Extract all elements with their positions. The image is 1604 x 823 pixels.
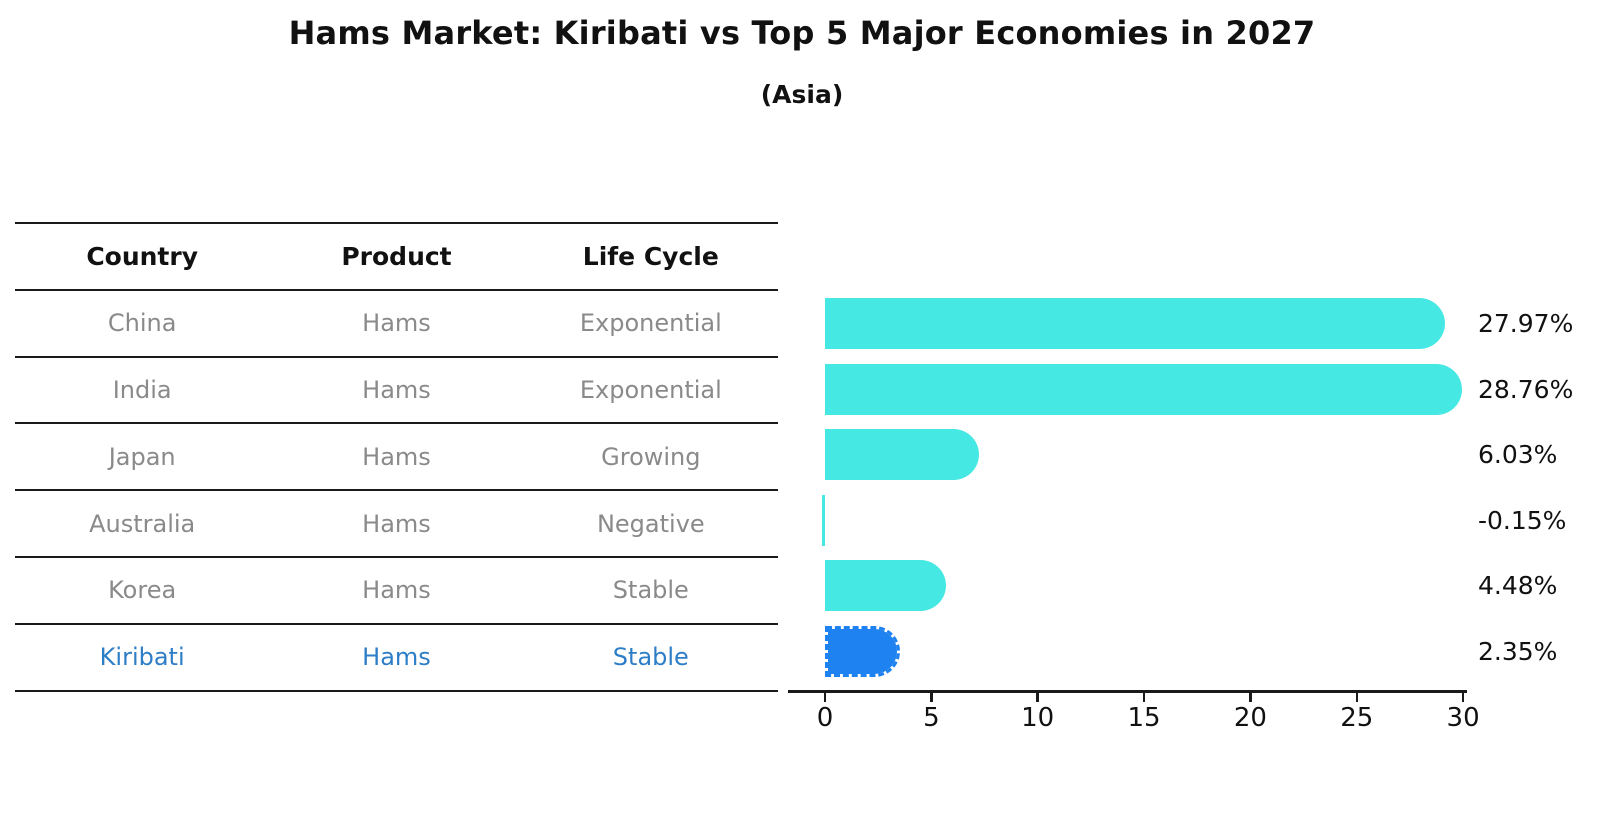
table-row-japan: Japan Hams Growing bbox=[15, 424, 778, 492]
x-axis-tick-5 bbox=[930, 692, 933, 702]
x-axis-tick-label-5: 5 bbox=[923, 703, 940, 733]
x-axis-tick-0 bbox=[823, 692, 827, 702]
x-axis-tick-label-0: 0 bbox=[816, 703, 834, 733]
table-cell-life-cycle: Exponential bbox=[579, 309, 722, 338]
x-axis-line bbox=[788, 690, 1467, 693]
bar-kiribati bbox=[825, 625, 901, 677]
bar-korea bbox=[825, 560, 946, 611]
x-axis-tick-25 bbox=[1355, 692, 1358, 702]
table-cell-life-cycle: Stable bbox=[612, 643, 689, 672]
column-header-life-cycle: Life Cycle bbox=[582, 241, 719, 271]
column-header-country: Country bbox=[86, 241, 199, 271]
bar-china bbox=[825, 298, 1446, 349]
value-label-korea: 4.48% bbox=[1478, 571, 1558, 600]
x-axis-tick-10 bbox=[1036, 692, 1039, 702]
table-cell-product: Hams bbox=[362, 375, 431, 404]
table-row-kiribati: Kiribati Hams Stable bbox=[15, 625, 778, 692]
table-cell-country: India bbox=[112, 375, 172, 404]
table-cell-country: Australia bbox=[89, 509, 196, 538]
bar-japan bbox=[825, 429, 979, 480]
x-axis-tick-label-30: 30 bbox=[1446, 703, 1480, 733]
x-axis-tick-20 bbox=[1249, 692, 1252, 702]
x-axis-tick-15 bbox=[1142, 692, 1146, 702]
bar-australia bbox=[821, 494, 825, 546]
chart-subtitle: (Asia) bbox=[760, 80, 844, 109]
table-cell-country: Korea bbox=[108, 576, 177, 605]
bar-india bbox=[825, 363, 1463, 415]
value-label-kiribati: 2.35% bbox=[1478, 636, 1558, 666]
table-row-australia: Australia Hams Negative bbox=[15, 491, 778, 558]
x-axis-tick-30 bbox=[1461, 692, 1465, 702]
table-cell-product: Hams bbox=[362, 576, 431, 605]
table-cell-country: Japan bbox=[108, 442, 176, 471]
value-label-australia: -0.15% bbox=[1478, 505, 1567, 535]
table-cell-product: Hams bbox=[362, 643, 431, 672]
table-cell-product: Hams bbox=[362, 442, 431, 471]
table-cell-country: China bbox=[107, 309, 177, 338]
value-label-india: 28.76% bbox=[1478, 374, 1574, 404]
x-axis-tick-label-20: 20 bbox=[1233, 703, 1267, 733]
table-cell-product: Hams bbox=[362, 309, 431, 338]
table-row-india: India Hams Exponential bbox=[15, 358, 778, 425]
table-cell-country: Kiribati bbox=[99, 643, 185, 672]
chart-title: Hams Market: Kiribati vs Top 5 Major Eco… bbox=[288, 14, 1316, 52]
x-axis-tick-label-25: 25 bbox=[1340, 703, 1374, 733]
table-row-china: China Hams Exponential bbox=[15, 291, 778, 358]
column-header-product: Product bbox=[341, 241, 452, 271]
comparison-table: Country Product Life Cycle China Hams Exponen… bbox=[15, 222, 778, 692]
x-axis-tick-label-10: 10 bbox=[1021, 703, 1055, 733]
value-label-japan: 6.03% bbox=[1478, 440, 1558, 469]
table-cell-life-cycle: Stable bbox=[612, 576, 689, 605]
value-label-china: 27.97% bbox=[1478, 309, 1574, 338]
table-row-korea: Korea Hams Stable bbox=[15, 558, 778, 625]
table-cell-life-cycle: Exponential bbox=[579, 375, 722, 404]
table-cell-life-cycle: Negative bbox=[596, 509, 705, 538]
table-cell-life-cycle: Growing bbox=[601, 442, 701, 471]
x-axis-tick-label-15: 15 bbox=[1127, 703, 1161, 733]
table-header-row: Country Product Life Cycle bbox=[15, 224, 778, 291]
table-cell-product: Hams bbox=[362, 509, 431, 538]
